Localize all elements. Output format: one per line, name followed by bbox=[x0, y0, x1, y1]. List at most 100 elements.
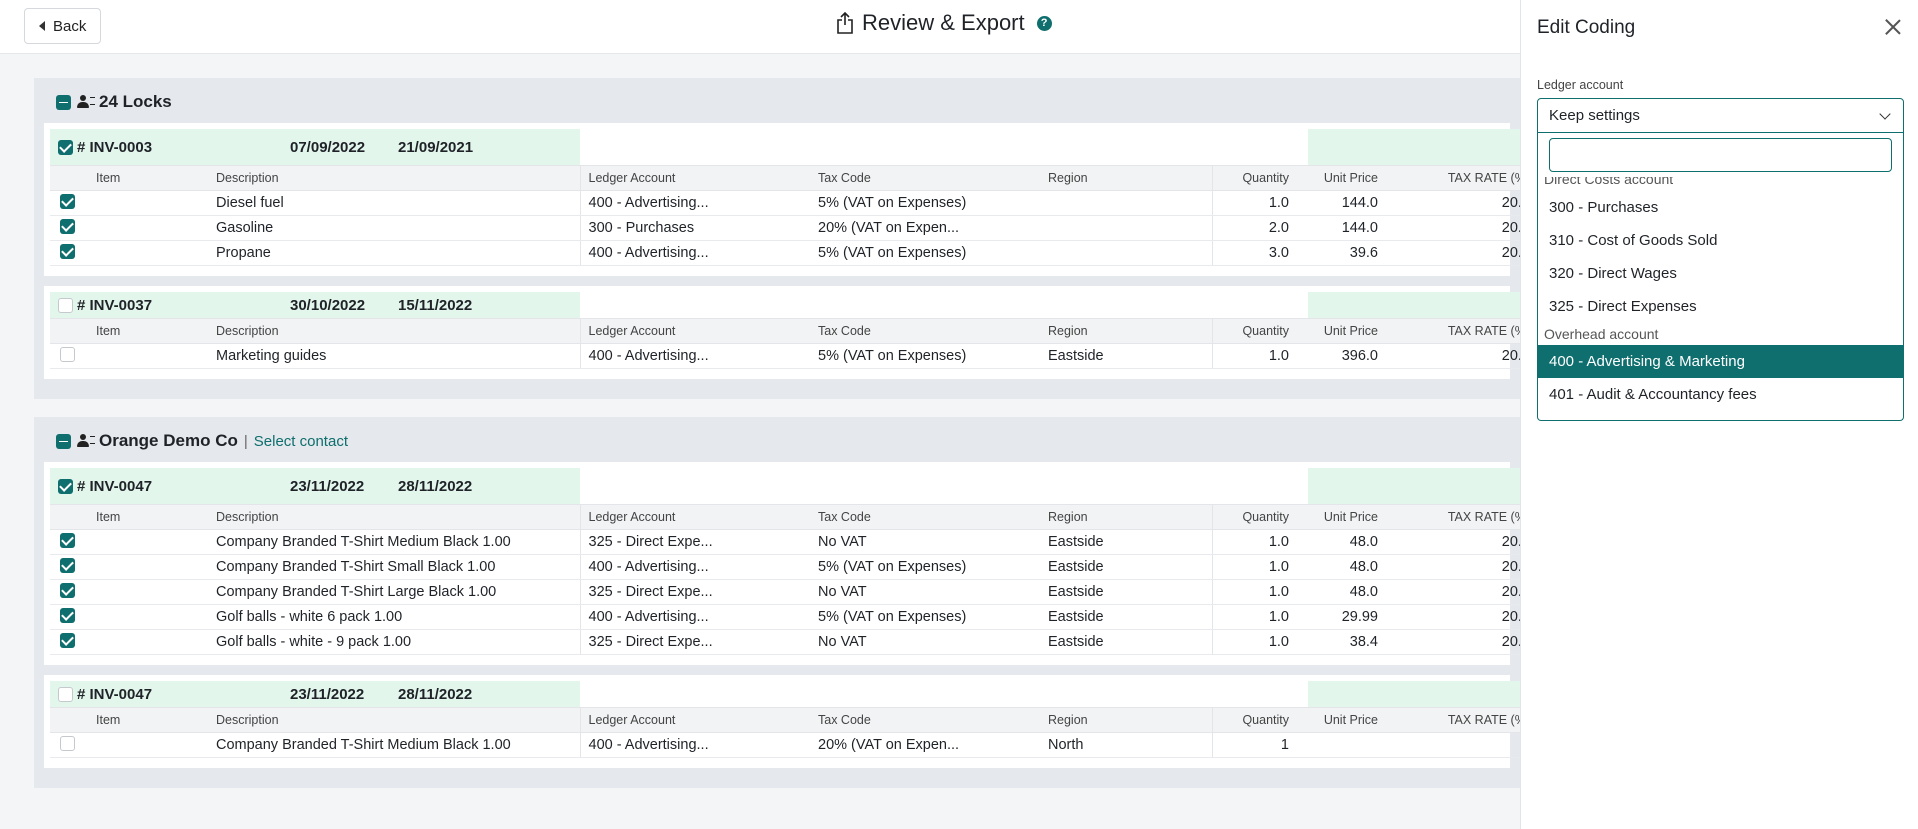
row-region[interactable]: Eastside bbox=[1040, 579, 1212, 605]
table-row[interactable]: Company Branded T-Shirt Large Black 1.00… bbox=[50, 579, 1538, 605]
row-checkbox[interactable] bbox=[60, 557, 75, 573]
close-icon[interactable] bbox=[1884, 18, 1902, 36]
dropdown-option[interactable]: 401 - Audit & Accountancy fees bbox=[1549, 386, 1757, 403]
row-ledger[interactable]: 400 - Advertising... bbox=[579, 732, 810, 758]
row-ledger[interactable]: 300 - Purchases bbox=[579, 215, 810, 241]
row-region[interactable]: Eastside bbox=[1040, 629, 1212, 655]
line-items-table: Item Description Ledger Account Tax Code… bbox=[50, 504, 1538, 655]
row-quantity: 1.0 bbox=[1211, 629, 1297, 655]
row-checkbox[interactable] bbox=[60, 632, 75, 648]
invoice-checkbox[interactable] bbox=[58, 686, 73, 702]
dropdown-search-input[interactable] bbox=[1549, 138, 1892, 172]
row-ledger[interactable]: 325 - Direct Expe... bbox=[579, 529, 810, 555]
dropdown-group-overhead: Overhead account bbox=[1544, 326, 1659, 342]
row-ledger[interactable]: 325 - Direct Expe... bbox=[579, 579, 810, 605]
row-description: Gasoline bbox=[208, 215, 580, 241]
table-header-row: Item Description Ledger Account Tax Code… bbox=[50, 707, 1538, 733]
row-checkbox[interactable] bbox=[60, 346, 75, 362]
table-row[interactable]: Gasoline 300 - Purchases 20% (VAT on Exp… bbox=[50, 215, 1538, 241]
invoice-header: # INV-0047 23/11/2022 28/11/2022 bbox=[50, 468, 1538, 504]
table-row[interactable]: Marketing guides 400 - Advertising... 5%… bbox=[50, 343, 1538, 369]
row-ledger[interactable]: 325 - Direct Expe... bbox=[579, 629, 810, 655]
edit-coding-panel: Edit Coding Ledger account Keep settings… bbox=[1520, 0, 1918, 829]
invoice-date: 30/10/2022 bbox=[290, 296, 366, 314]
table-row[interactable]: Golf balls - white - 9 pack 1.00 325 - D… bbox=[50, 629, 1538, 655]
row-tax-rate: 20.0 bbox=[1386, 579, 1538, 605]
row-region[interactable] bbox=[1040, 215, 1212, 241]
table-row[interactable]: Company Branded T-Shirt Medium Black 1.0… bbox=[50, 529, 1538, 555]
row-checkbox[interactable] bbox=[60, 243, 75, 259]
contact-group: 24 Locks # INV-0003 07/09/2022 21/09/202… bbox=[34, 78, 1538, 399]
line-items-table: Item Description Ledger Account Tax Code… bbox=[50, 318, 1538, 369]
group-name: Orange Demo Co bbox=[99, 431, 238, 450]
help-icon[interactable]: ? bbox=[1036, 15, 1052, 31]
row-tax[interactable]: No VAT bbox=[810, 629, 1040, 655]
invoice-due-date: 21/09/2021 bbox=[398, 138, 474, 156]
row-tax[interactable]: 5% (VAT on Expenses) bbox=[810, 554, 1040, 580]
row-checkbox[interactable] bbox=[60, 582, 75, 598]
row-checkbox[interactable] bbox=[60, 218, 75, 234]
row-region[interactable]: North bbox=[1040, 732, 1212, 758]
row-tax[interactable]: No VAT bbox=[810, 529, 1040, 555]
row-tax[interactable]: 5% (VAT on Expenses) bbox=[810, 604, 1040, 630]
row-region[interactable]: Eastside bbox=[1040, 554, 1212, 580]
col-item: Item bbox=[88, 165, 208, 191]
back-button[interactable]: Back bbox=[24, 8, 102, 44]
dropdown-option[interactable]: 300 - Purchases bbox=[1549, 199, 1659, 216]
row-quantity: 1.0 bbox=[1211, 343, 1297, 369]
row-region[interactable] bbox=[1040, 190, 1212, 216]
row-tax[interactable]: 5% (VAT on Expenses) bbox=[810, 190, 1040, 216]
contact-group: Orange Demo Co | Select contact # INV-004… bbox=[34, 417, 1538, 788]
table-header-row: Item Description Ledger Account Tax Code… bbox=[50, 318, 1538, 344]
table-row[interactable]: Golf balls - white 6 pack 1.00 400 - Adv… bbox=[50, 604, 1538, 630]
row-tax[interactable]: No VAT bbox=[810, 579, 1040, 605]
col-tax: Tax Code bbox=[810, 707, 1040, 733]
collapse-group-toggle[interactable] bbox=[56, 94, 71, 110]
row-ledger[interactable]: 400 - Advertising... bbox=[579, 190, 810, 216]
collapse-group-toggle[interactable] bbox=[56, 433, 71, 449]
row-ledger[interactable]: 400 - Advertising... bbox=[579, 604, 810, 630]
row-region[interactable]: Eastside bbox=[1040, 604, 1212, 630]
row-tax[interactable]: 20% (VAT on Expen... bbox=[810, 215, 1040, 241]
row-tax[interactable]: 20% (VAT on Expen... bbox=[810, 732, 1040, 758]
col-ledger: Ledger Account bbox=[579, 707, 810, 733]
row-checkbox[interactable] bbox=[60, 532, 75, 548]
row-region[interactable]: Eastside bbox=[1040, 529, 1212, 555]
table-row[interactable]: Company Branded T-Shirt Medium Black 1.0… bbox=[50, 732, 1538, 758]
dropdown-option[interactable]: 325 - Direct Expenses bbox=[1549, 298, 1697, 315]
ledger-account-select[interactable]: Keep settings bbox=[1537, 98, 1904, 133]
invoice-header-band bbox=[1308, 292, 1538, 318]
dropdown-option[interactable]: 320 - Direct Wages bbox=[1549, 265, 1677, 282]
row-unit-price: 144.0 bbox=[1297, 190, 1386, 216]
invoice-checkbox[interactable] bbox=[58, 478, 73, 494]
invoice-due-date: 15/11/2022 bbox=[398, 296, 473, 314]
row-checkbox[interactable] bbox=[60, 735, 75, 751]
row-ledger[interactable]: 400 - Advertising... bbox=[579, 554, 810, 580]
table-row[interactable]: Propane 400 - Advertising... 5% (VAT on … bbox=[50, 240, 1538, 266]
table-row[interactable]: Company Branded T-Shirt Small Black 1.00… bbox=[50, 554, 1538, 580]
select-contact-link[interactable]: | Select contact bbox=[244, 433, 348, 450]
row-tax-rate: 20.0 bbox=[1386, 240, 1538, 266]
invoice-number: # INV-0047 bbox=[77, 685, 153, 703]
invoice-checkbox[interactable] bbox=[58, 139, 73, 155]
invoice-due-date: 28/11/2022 bbox=[398, 477, 473, 495]
row-tax[interactable]: 5% (VAT on Expenses) bbox=[810, 240, 1040, 266]
col-description: Description bbox=[208, 318, 580, 344]
dropdown-option-selected[interactable]: 400 - Advertising & Marketing bbox=[1538, 345, 1903, 378]
row-ledger[interactable]: 400 - Advertising... bbox=[579, 240, 810, 266]
row-tax[interactable]: 5% (VAT on Expenses) bbox=[810, 343, 1040, 369]
row-region[interactable] bbox=[1040, 240, 1212, 266]
invoice-header: # INV-0047 23/11/2022 28/11/2022 bbox=[50, 681, 1538, 707]
row-region[interactable]: Eastside bbox=[1040, 343, 1212, 369]
invoice-date: 23/11/2022 bbox=[290, 477, 365, 495]
row-checkbox[interactable] bbox=[60, 607, 75, 623]
row-ledger[interactable]: 400 - Advertising... bbox=[579, 343, 810, 369]
table-row[interactable]: Diesel fuel 400 - Advertising... 5% (VAT… bbox=[50, 190, 1538, 216]
row-checkbox[interactable] bbox=[60, 193, 75, 209]
row-unit-price: 38.4 bbox=[1297, 629, 1386, 655]
col-tax: Tax Code bbox=[810, 504, 1040, 530]
select-contact-label[interactable]: Select contact bbox=[253, 432, 348, 450]
invoice-checkbox[interactable] bbox=[58, 297, 73, 313]
table-header-row: Item Description Ledger Account Tax Code… bbox=[50, 165, 1538, 191]
dropdown-option[interactable]: 310 - Cost of Goods Sold bbox=[1549, 232, 1718, 249]
